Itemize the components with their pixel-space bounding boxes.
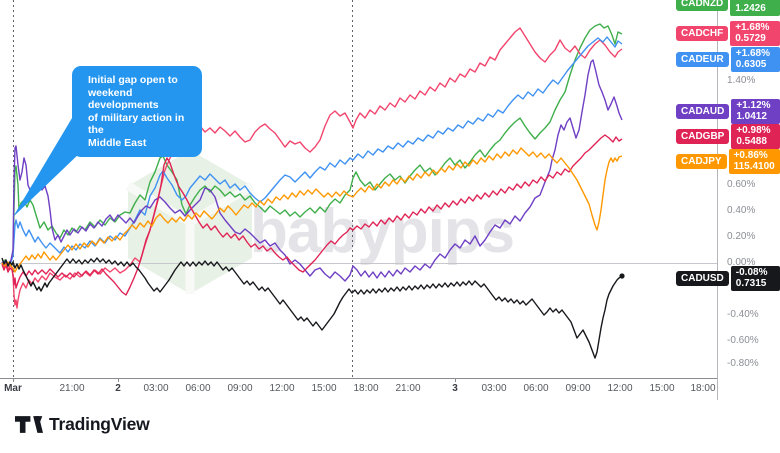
symbol-chip: CADEUR bbox=[676, 52, 729, 67]
series-line-cadusd[interactable] bbox=[1, 257, 623, 359]
series-line-cadaud[interactable] bbox=[1, 59, 623, 282]
symbol-chip: CADNZD bbox=[676, 0, 729, 11]
tradingview-logo[interactable]: TradingView bbox=[15, 414, 150, 435]
price-badge-cadeur: CADEUR +1.68% 0.6305 bbox=[676, 47, 780, 72]
pct-label--0.80%: -0.80% bbox=[727, 358, 759, 369]
badge-values: +1.68% 0.6305 bbox=[730, 47, 780, 72]
time-label-1200: 12:00 bbox=[269, 383, 295, 394]
badge-values: +0.98% 0.5488 bbox=[731, 124, 780, 149]
annotation-callout[interactable]: Initial gap open to weekend developments… bbox=[72, 66, 202, 157]
symbol-chip: CADAUD bbox=[676, 104, 730, 119]
pct-label-0.40%: 0.40% bbox=[727, 205, 756, 216]
badge-values: +1.12% 1.0412 bbox=[731, 99, 780, 124]
series-line-cadgbp[interactable] bbox=[1, 134, 623, 296]
pct-label--0.60%: -0.60% bbox=[727, 335, 759, 346]
chart-canvas[interactable] bbox=[0, 0, 780, 400]
babypips-watermark: babypips bbox=[250, 197, 515, 266]
pct-label--0.40%: -0.40% bbox=[727, 309, 759, 320]
price-badge-cadusd: CADUSD -0.08% 0.7315 bbox=[676, 266, 780, 291]
badge-values: +0.86% 115.4100 bbox=[728, 149, 780, 174]
badge-values: -0.08% 0.7315 bbox=[730, 266, 780, 291]
time-label-1500: 15:00 bbox=[649, 383, 675, 394]
time-label-0900: 09:00 bbox=[565, 383, 591, 394]
time-label-0300: 03:00 bbox=[481, 383, 507, 394]
time-label-0900: 09:00 bbox=[227, 383, 253, 394]
symbol-chip: CADCHF bbox=[676, 26, 729, 41]
price-badge-cadgbp: CADGBP +0.98% 0.5488 bbox=[676, 124, 780, 149]
tradingview-mark-icon bbox=[15, 416, 43, 433]
time-label-1800: 18:00 bbox=[690, 383, 716, 394]
annotation-text: Initial gap open to weekend developments… bbox=[72, 66, 202, 157]
time-label-2100: 21:00 bbox=[395, 383, 421, 394]
series-line-cadchf[interactable] bbox=[1, 27, 623, 309]
symbol-chip: CADUSD bbox=[676, 271, 729, 286]
series-line-cadnzd[interactable] bbox=[1, 23, 623, 265]
pct-label-0.60%: 0.60% bbox=[727, 179, 756, 190]
price-badge-cadchf: CADCHF +1.68% 0.5729 bbox=[676, 21, 780, 46]
badge-values: +1.76%1.2426 bbox=[730, 0, 780, 16]
time-label-1200: 12:00 bbox=[607, 383, 633, 394]
time-label-0600: 06:00 bbox=[185, 383, 211, 394]
badge-values: +1.68% 0.5729 bbox=[730, 21, 780, 46]
time-label-1800: 18:00 bbox=[353, 383, 379, 394]
price-badge-cadjpy: CADJPY +0.86% 115.4100 bbox=[676, 149, 780, 174]
symbol-chip: CADJPY bbox=[676, 154, 727, 169]
tradingview-wordmark: TradingView bbox=[49, 414, 150, 434]
time-label-3: 3 bbox=[452, 383, 458, 394]
last-price-dot-cadusd bbox=[619, 273, 625, 279]
babypips-hexagon-logo bbox=[128, 150, 252, 294]
time-label-1500: 15:00 bbox=[311, 383, 337, 394]
pct-label-0.00%: 0.00% bbox=[727, 257, 756, 268]
time-label-2: 2 bbox=[115, 383, 121, 394]
time-label-mar: Mar bbox=[4, 383, 22, 394]
pct-label-0.20%: 0.20% bbox=[727, 231, 756, 242]
pct-label-1.40%: 1.40% bbox=[727, 75, 756, 86]
time-label-0300: 03:00 bbox=[143, 383, 169, 394]
series-line-cadjpy[interactable] bbox=[1, 147, 623, 273]
symbol-chip: CADGBP bbox=[676, 129, 730, 144]
time-label-0600: 06:00 bbox=[523, 383, 549, 394]
time-label-2100: 21:00 bbox=[59, 383, 85, 394]
callout-tail bbox=[13, 108, 106, 217]
price-badge-cadaud: CADAUD +1.12% 1.0412 bbox=[676, 99, 780, 124]
price-badge-cadnzd: CADNZD+1.76%1.2426 bbox=[676, 0, 780, 16]
